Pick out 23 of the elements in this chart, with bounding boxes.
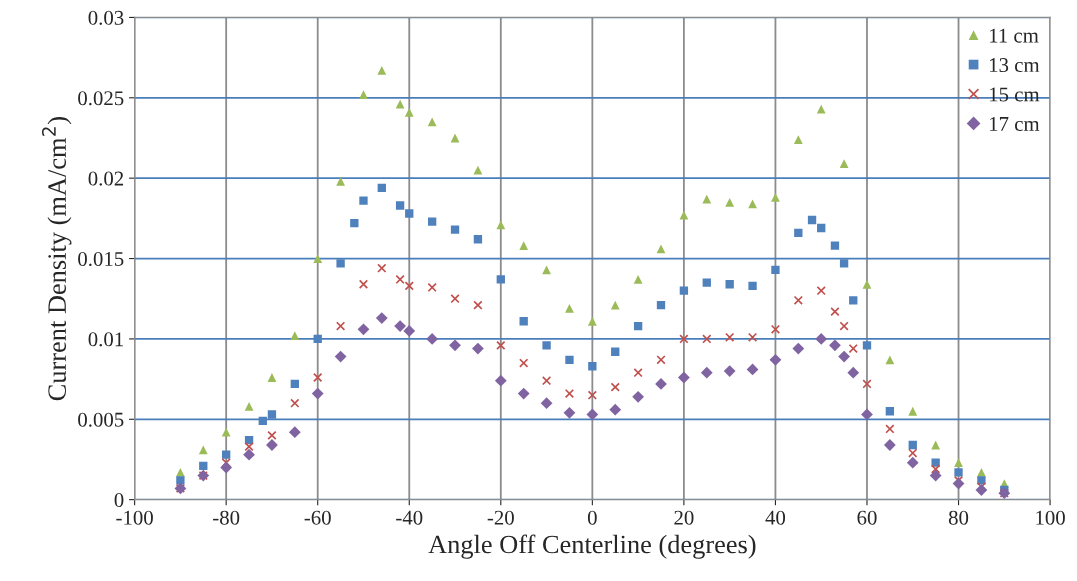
x-tick-label: 100 (1036, 510, 1065, 525)
x-axis-title: Angle Off Centerline (degrees) (428, 534, 756, 559)
y-tick-label: 0.01 (88, 332, 123, 347)
x-tick-label: 0 (587, 510, 597, 525)
y-tick-label: 0.015 (78, 251, 124, 267)
x-tick-label: -60 (304, 510, 331, 525)
x-tick-label: -20 (487, 510, 514, 525)
legend-label: 17 cm (990, 116, 1040, 131)
y-axis-title: Current Density (mA/cm$^{2}$) (41, 117, 72, 401)
legend-label: 13 cm (990, 58, 1040, 73)
x-tick-label: -40 (396, 510, 423, 525)
y-tick-label: 0.005 (78, 412, 124, 427)
y-tick-label: 0.025 (78, 91, 124, 106)
x-tick-label: 60 (857, 510, 877, 525)
x-tick-label: -80 (213, 510, 240, 525)
y-tick-label: 0.03 (88, 10, 124, 25)
x-tick-label: -100 (116, 510, 153, 525)
x-tick-label: 20 (674, 510, 694, 525)
x-tick-label: 80 (948, 510, 969, 525)
y-tick-label: 0 (114, 493, 124, 508)
x-tick-label: 40 (765, 510, 786, 525)
legend-label: 11 cm (990, 28, 1039, 43)
y-tick-label: 0.02 (88, 171, 124, 186)
